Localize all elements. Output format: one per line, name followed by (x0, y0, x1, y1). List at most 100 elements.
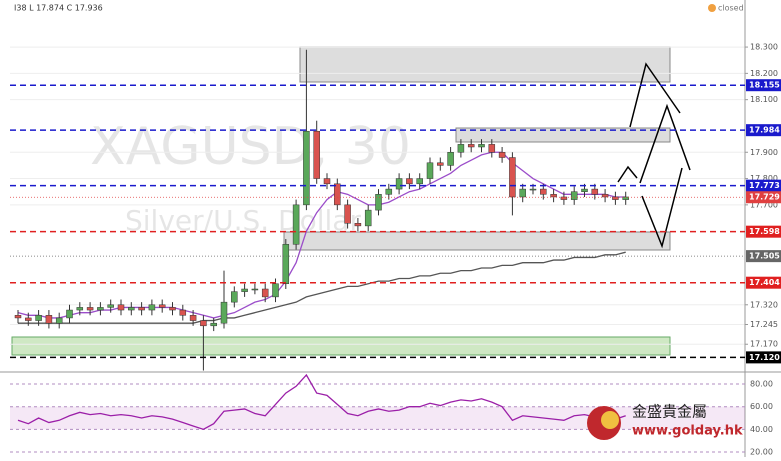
level-tag (746, 191, 781, 204)
zone-box (455, 127, 671, 143)
arrows (617, 62, 691, 249)
candle-body (35, 315, 42, 321)
candle-body (272, 283, 279, 298)
candle-body (364, 209, 372, 227)
candle-body (241, 288, 248, 292)
candle-body (529, 188, 537, 191)
candle-body (478, 144, 485, 148)
rsi-band (10, 406, 745, 430)
candle-body (406, 178, 413, 185)
level-label: 17.505 (749, 252, 780, 261)
candle-body (107, 304, 114, 308)
candle-body (303, 130, 310, 206)
candle-body (25, 317, 32, 321)
y-tick-label: 18.200 (750, 69, 778, 78)
candle-body (261, 288, 269, 298)
arrow (629, 62, 681, 128)
candle-body (138, 307, 145, 311)
candle-body (117, 304, 125, 311)
candle-body (426, 162, 434, 179)
logo: 金盛貴金屬 www.golday.hk (587, 403, 743, 440)
candle-body (55, 317, 63, 324)
candle-body (488, 144, 496, 153)
logo-name: 金盛貴金屬 (632, 403, 707, 421)
ohlc-header: I38 L 17.874 C 17.936 (14, 4, 103, 13)
zone-box (11, 336, 671, 356)
logo-mark (601, 411, 619, 429)
candle-body (231, 291, 238, 303)
watermark: XAGUSD, 30 (90, 117, 411, 177)
level-tag (746, 124, 781, 137)
candle-body (334, 183, 341, 206)
annotation-boxes (11, 46, 671, 356)
logo-url: www.golday.hk (632, 424, 743, 439)
y-tick-label: 17.900 (750, 148, 778, 157)
level-label: 17.598 (749, 227, 780, 236)
candle-body (200, 320, 207, 327)
candle-body (550, 194, 557, 198)
candle-body (189, 315, 197, 321)
candle-body (416, 178, 423, 185)
y-tick-label: 60.00 (750, 402, 773, 411)
market-status: closed (718, 4, 744, 13)
y-tick-label: 80.00 (750, 380, 773, 389)
zone-box (283, 231, 671, 251)
level-label: 17.404 (749, 278, 780, 287)
level-label: 17.773 (749, 181, 780, 190)
candle-body (76, 307, 84, 311)
level-label: 17.120 (749, 353, 780, 362)
y-tick-label: 20.00 (750, 448, 773, 457)
level-tag (746, 276, 781, 289)
candle-body (447, 152, 454, 166)
candle-body (282, 244, 290, 284)
y-tick-label: 17.170 (750, 340, 778, 349)
candle-body (467, 144, 475, 148)
candle-body (509, 157, 516, 198)
level-label: 17.729 (749, 193, 780, 202)
candle-body (86, 307, 94, 311)
level-label: 17.984 (749, 126, 780, 135)
candle-body (344, 204, 351, 224)
candle-body (540, 188, 547, 195)
y-tick-label: 18.300 (750, 43, 778, 52)
candle-body (97, 307, 104, 311)
y-tick-label: 17.320 (750, 300, 778, 309)
level-tag (746, 351, 781, 364)
candle-body (591, 188, 599, 195)
candle-body (498, 152, 506, 158)
candle-body (169, 307, 176, 311)
candle-body (457, 144, 465, 153)
candle-body (292, 204, 300, 245)
arrow (639, 103, 691, 184)
candle-body (158, 304, 166, 308)
arrow (617, 165, 638, 183)
level-tag (746, 179, 781, 192)
candle-body (313, 130, 320, 179)
candle-body (45, 315, 53, 324)
rsi-line (17, 373, 626, 431)
candle-body (354, 223, 362, 227)
candle-body (66, 309, 73, 319)
candle-body (210, 322, 217, 327)
candle-body (220, 301, 228, 324)
candle-body (385, 188, 393, 195)
candle-body (251, 288, 259, 291)
y-tick-label: 17.800 (750, 174, 778, 183)
candle-body (148, 304, 156, 311)
candle-body (323, 178, 331, 185)
candle-body (570, 191, 578, 200)
candle-body (581, 188, 588, 192)
zone-box (299, 46, 671, 83)
level-tag (746, 79, 781, 92)
y-tick-label: 17.700 (750, 200, 778, 209)
level-label: 18.155 (749, 81, 780, 90)
moving-average (18, 251, 626, 324)
candle-body (437, 162, 444, 166)
candle-body (179, 309, 187, 316)
candle-body (375, 194, 382, 211)
arrow (641, 167, 683, 249)
y-tick-label: 17.245 (750, 320, 778, 329)
y-tick-label: 18.100 (750, 95, 778, 104)
level-tag (746, 250, 781, 263)
